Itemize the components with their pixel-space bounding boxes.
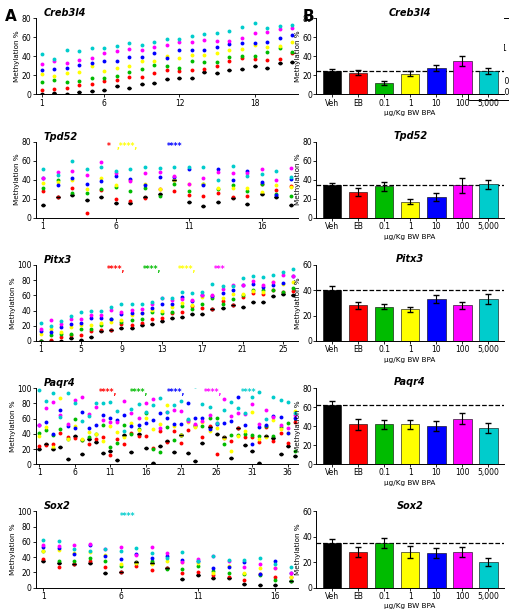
Bar — [323, 405, 342, 465]
Text: ****: **** — [240, 388, 256, 397]
Title: Creb3l4: Creb3l4 — [389, 7, 431, 18]
Bar — [427, 553, 445, 588]
Title: Tpd52: Tpd52 — [393, 131, 427, 141]
Legend: Vehicle, EB, BPA 0.1, BPA 1, BPA 10, BPA 100, BPA 5000: Vehicle, EB, BPA 0.1, BPA 1, BPA 10, BPA… — [468, 18, 509, 100]
Bar — [323, 290, 342, 341]
Text: *: * — [106, 142, 110, 151]
Bar — [479, 70, 498, 94]
Text: ****,: ****, — [178, 265, 196, 274]
Text: B: B — [303, 9, 315, 24]
Bar — [323, 70, 342, 94]
X-axis label: μg/Kg BW BPA: μg/Kg BW BPA — [384, 357, 436, 363]
Bar — [453, 419, 472, 465]
Text: ****,: ****, — [204, 388, 222, 397]
Y-axis label: Methylation %: Methylation % — [10, 400, 16, 452]
Text: ****,: ****, — [167, 388, 185, 397]
Bar — [323, 185, 342, 218]
Text: ****,: ****, — [106, 265, 125, 274]
Bar — [479, 562, 498, 588]
Bar — [349, 552, 367, 588]
Bar — [375, 424, 393, 465]
Bar — [401, 424, 419, 465]
Bar — [427, 299, 445, 341]
Bar — [479, 299, 498, 341]
Text: Paqr4: Paqr4 — [43, 378, 75, 388]
Bar — [479, 184, 498, 218]
Y-axis label: Methylation %: Methylation % — [10, 524, 16, 575]
Text: A: A — [5, 9, 17, 24]
Bar — [349, 192, 367, 218]
Y-axis label: Methylation %: Methylation % — [14, 154, 20, 206]
Bar — [453, 305, 472, 341]
Bar — [453, 552, 472, 588]
X-axis label: μg/Kg BW BPA: μg/Kg BW BPA — [384, 234, 436, 240]
Text: Creb3l4: Creb3l4 — [43, 9, 86, 18]
Bar — [427, 197, 445, 218]
Bar — [479, 428, 498, 465]
Text: Tpd52: Tpd52 — [43, 132, 78, 141]
Bar — [375, 543, 393, 588]
Bar — [453, 185, 472, 218]
Text: ****: **** — [120, 512, 135, 521]
Bar — [323, 543, 342, 588]
X-axis label: μg/Kg BW BPA: μg/Kg BW BPA — [384, 603, 436, 610]
Y-axis label: Methylation %: Methylation % — [14, 31, 20, 82]
Bar — [453, 61, 472, 94]
Bar — [375, 307, 393, 341]
Title: Sox2: Sox2 — [397, 501, 423, 510]
Text: ***: *** — [214, 265, 226, 274]
Text: ****,: ****, — [130, 388, 149, 397]
Text: Sox2: Sox2 — [43, 501, 70, 512]
Text: ****,: ****, — [144, 265, 162, 274]
Bar — [401, 309, 419, 341]
X-axis label: μg/Kg BW BPA: μg/Kg BW BPA — [384, 480, 436, 486]
Text: Pitx3: Pitx3 — [43, 255, 72, 265]
Title: Paqr4: Paqr4 — [394, 378, 426, 387]
Y-axis label: Methylation %: Methylation % — [295, 277, 301, 329]
Y-axis label: Methylation %: Methylation % — [295, 31, 301, 82]
Bar — [401, 552, 419, 588]
Title: Pitx3: Pitx3 — [396, 254, 424, 264]
Text: ****,: ****, — [99, 388, 117, 397]
Bar — [349, 73, 367, 94]
Bar — [401, 201, 419, 218]
Text: ,****,: ,****, — [117, 142, 138, 151]
Y-axis label: Methylation %: Methylation % — [295, 154, 301, 206]
Bar — [427, 426, 445, 465]
Bar — [427, 68, 445, 94]
Bar — [375, 83, 393, 94]
Bar — [375, 186, 393, 218]
Y-axis label: Methylation %: Methylation % — [295, 524, 301, 575]
Y-axis label: Methylation %: Methylation % — [295, 400, 301, 452]
Text: ****: **** — [167, 142, 182, 151]
X-axis label: μg/Kg BW BPA: μg/Kg BW BPA — [384, 110, 436, 116]
Bar — [401, 73, 419, 94]
Bar — [349, 305, 367, 341]
Bar — [349, 424, 367, 465]
Y-axis label: Methylation %: Methylation % — [10, 277, 16, 329]
